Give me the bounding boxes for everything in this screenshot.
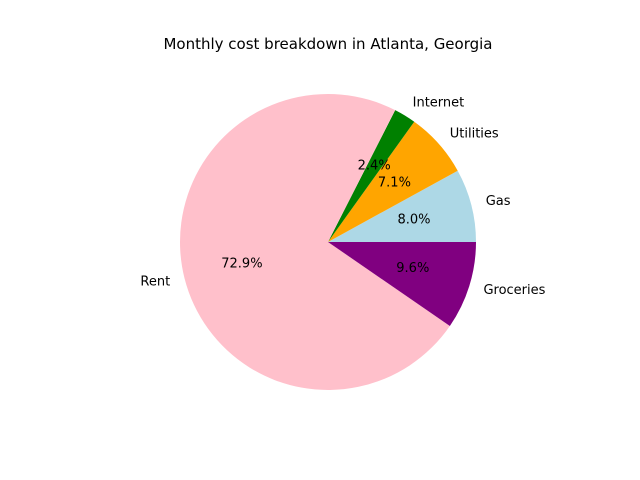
pie-slices bbox=[180, 93, 476, 390]
pct-label-utilities: 7.1% bbox=[378, 176, 411, 191]
chart-title: Monthly cost breakdown in Atlanta, Georg… bbox=[163, 35, 492, 53]
pie-slice-rent bbox=[180, 93, 450, 390]
pct-label-gas: 8.0% bbox=[397, 212, 430, 227]
pie-labels: Gas 8.0% Utilities 7.1% Internet 2.4% Rent 72.9… bbox=[140, 95, 545, 297]
pie-slice-groceries bbox=[328, 242, 476, 326]
slice-label-rent: Rent bbox=[140, 274, 170, 289]
pie-slice-utilities bbox=[328, 121, 458, 242]
pct-label-internet: 2.4% bbox=[358, 159, 391, 174]
slice-label-internet: Internet bbox=[413, 95, 465, 110]
pie-slice-gas bbox=[328, 170, 476, 242]
slice-label-gas: Gas bbox=[486, 194, 511, 209]
pie-slice-internet bbox=[328, 110, 415, 242]
pct-label-groceries: 9.6% bbox=[396, 261, 429, 276]
slice-label-groceries: Groceries bbox=[483, 283, 545, 298]
slice-label-utilities: Utilities bbox=[450, 126, 499, 141]
pct-label-rent: 72.9% bbox=[221, 256, 262, 271]
